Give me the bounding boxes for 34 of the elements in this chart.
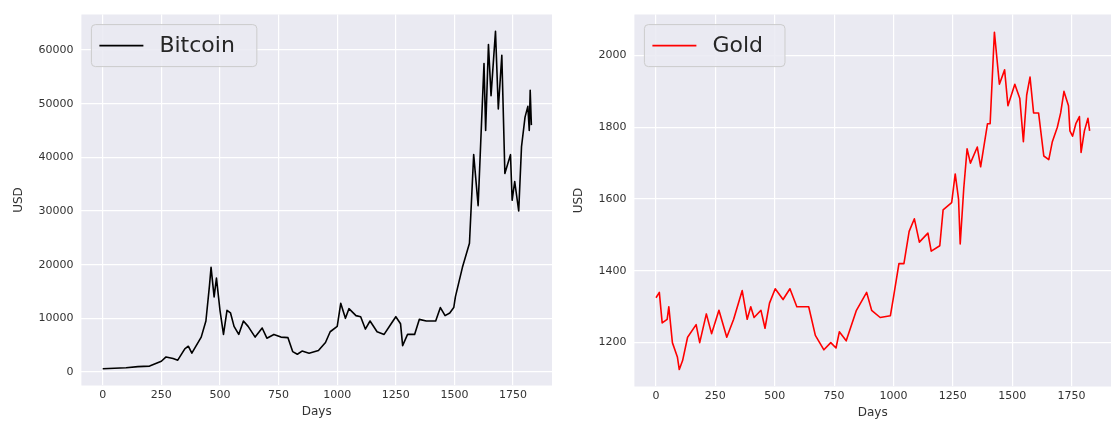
legend-label: Gold xyxy=(712,32,763,58)
x-tick-label: 1000 xyxy=(323,387,352,401)
x-tick-label: 1500 xyxy=(998,388,1027,402)
x-tick-label: 1250 xyxy=(938,388,967,402)
x-tick-label: 0 xyxy=(99,387,107,401)
x-tick-label: 250 xyxy=(150,387,172,401)
x-tick-label: 250 xyxy=(704,388,726,402)
x-tick-label: 1750 xyxy=(1057,388,1086,402)
x-tick-label: 500 xyxy=(209,387,231,401)
x-axis-title: Days xyxy=(857,404,888,419)
x-tick-label: 750 xyxy=(268,387,290,401)
x-tick-label: 1750 xyxy=(499,387,528,401)
y-tick-label: 0 xyxy=(66,364,74,378)
y-axis-title: USD xyxy=(571,187,586,214)
y-tick-label: 1200 xyxy=(598,335,627,349)
y-tick-label: 30000 xyxy=(38,203,74,217)
x-tick-label: 1250 xyxy=(381,387,410,401)
y-tick-label: 1600 xyxy=(598,191,627,205)
y-tick-label: 60000 xyxy=(38,42,74,56)
y-tick-label: 50000 xyxy=(38,96,74,110)
y-tick-label: 10000 xyxy=(38,311,74,325)
x-tick-label: 750 xyxy=(823,388,845,402)
legend-label: Bitcoin xyxy=(159,32,235,58)
y-tick-label: 1400 xyxy=(598,263,627,277)
y-tick-label: 1800 xyxy=(598,120,627,134)
y-tick-label: 2000 xyxy=(598,48,627,62)
x-tick-label: 1500 xyxy=(440,387,469,401)
x-tick-label: 500 xyxy=(764,388,786,402)
y-tick-label: 40000 xyxy=(38,150,74,164)
x-axis-title: Days xyxy=(301,403,332,418)
x-tick-label: 1000 xyxy=(879,388,908,402)
x-tick-label: 0 xyxy=(652,388,660,402)
y-axis-title: USD xyxy=(11,187,26,213)
y-tick-label: 20000 xyxy=(38,257,74,271)
